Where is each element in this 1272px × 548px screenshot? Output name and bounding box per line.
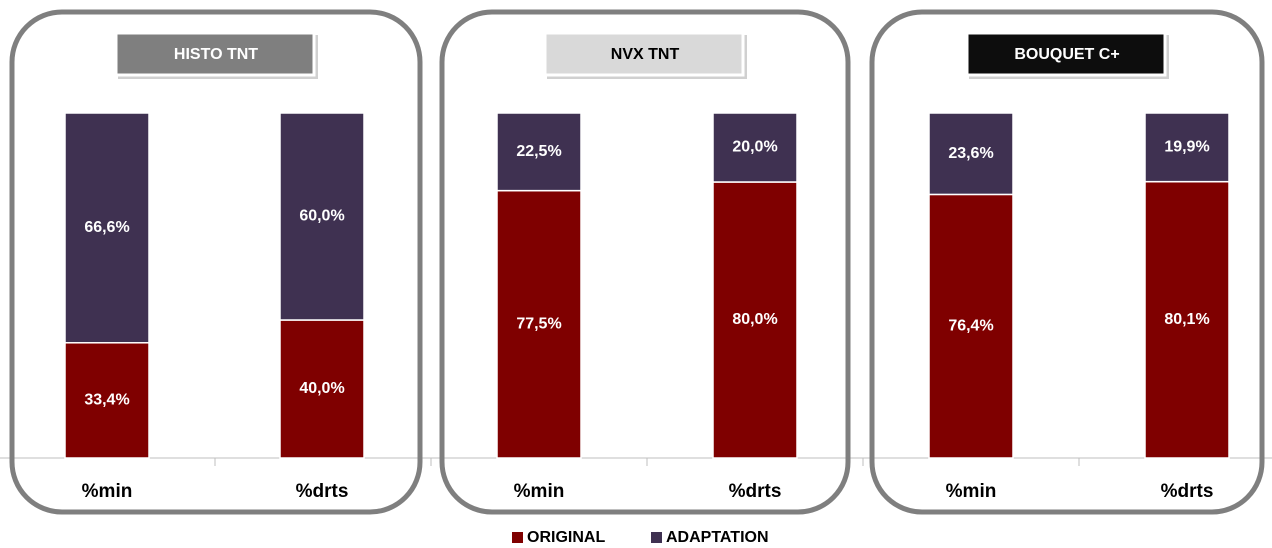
- panel-frame: [439, 9, 851, 515]
- legend-label: ADAPTATION: [666, 529, 769, 546]
- value-label: 80,1%: [1164, 311, 1209, 328]
- value-label: 23,6%: [948, 145, 993, 162]
- panel-title: BOUQUET C+: [1014, 46, 1119, 63]
- value-label: 80,0%: [732, 311, 777, 328]
- bar-segment: [496, 112, 582, 192]
- bar-segment: [928, 193, 1014, 459]
- value-label: 66,6%: [84, 219, 129, 236]
- value-label: 20,0%: [732, 139, 777, 156]
- value-label: 76,4%: [948, 317, 993, 334]
- bar-segment: [928, 112, 1014, 196]
- panel-frame: [9, 9, 423, 515]
- x-tick-label: %min: [514, 481, 565, 502]
- bar-segment: [712, 112, 798, 183]
- legend-swatch: [512, 532, 523, 543]
- x-tick-label: %min: [82, 481, 133, 502]
- x-tick-label: %drts: [1161, 481, 1214, 502]
- bar-segment: [64, 112, 150, 344]
- value-label: 40,0%: [299, 380, 344, 397]
- panel-title: NVX TNT: [611, 46, 680, 63]
- legend-label: ORIGINAL: [527, 529, 605, 546]
- bar-segment: [496, 189, 582, 459]
- title-box: [543, 31, 745, 77]
- bar-segment: [1144, 180, 1230, 459]
- title-box: [965, 31, 1167, 77]
- panel-frame: [869, 9, 1265, 515]
- x-tick-label: %drts: [729, 481, 782, 502]
- value-label: 19,9%: [1164, 139, 1209, 156]
- bar-segment: [279, 112, 365, 321]
- title-box: [114, 31, 316, 77]
- x-tick-label: %drts: [296, 481, 349, 502]
- bar-segment: [279, 319, 365, 459]
- value-label: 22,5%: [516, 143, 561, 160]
- x-tick-label: %min: [946, 481, 997, 502]
- panel-title: HISTO TNT: [174, 46, 258, 63]
- value-label: 60,0%: [299, 208, 344, 225]
- value-label: 33,4%: [84, 392, 129, 409]
- value-label: 77,5%: [516, 316, 561, 333]
- bar-segment: [1144, 112, 1230, 183]
- legend-swatch: [651, 532, 662, 543]
